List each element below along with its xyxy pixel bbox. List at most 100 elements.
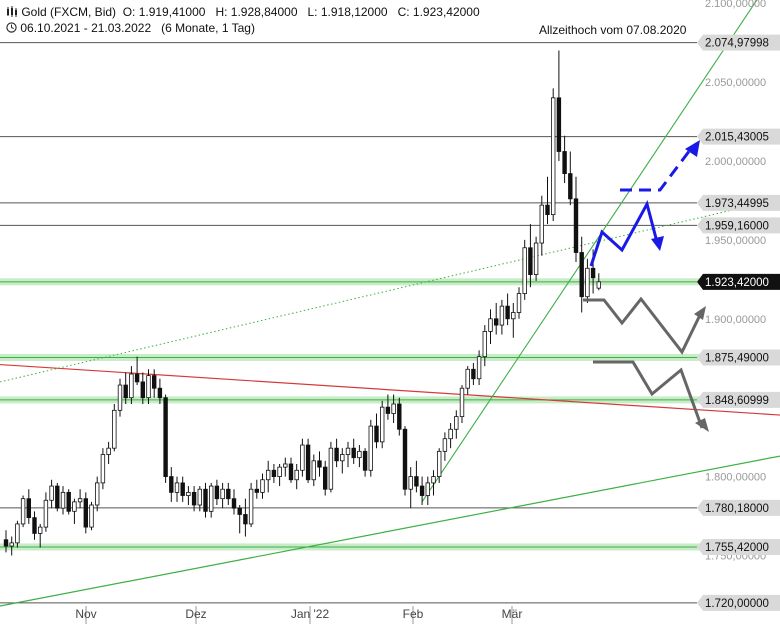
level-price-label: 1.875,49000 bbox=[705, 352, 769, 364]
y-tick-label: 1.900,00000 bbox=[705, 314, 766, 326]
candle-down bbox=[590, 267, 596, 279]
candle-down bbox=[3, 539, 9, 547]
candle-down bbox=[203, 488, 208, 512]
candle-up bbox=[368, 425, 373, 471]
candle-down bbox=[471, 368, 476, 380]
chart-period-line: 06.10.2021 - 21.03.2022 (6 Monate, 1 Tag… bbox=[6, 21, 255, 35]
candle-up bbox=[77, 498, 83, 503]
candle-up bbox=[95, 482, 100, 506]
candle-down bbox=[214, 485, 220, 500]
candle-down bbox=[140, 381, 145, 399]
instrument-title: Gold (FXCM, Bid) bbox=[21, 5, 117, 19]
candle-up bbox=[186, 491, 191, 496]
candle-up bbox=[539, 204, 544, 244]
candle-down bbox=[505, 305, 510, 320]
resistance-trendline bbox=[0, 363, 780, 416]
candle-down bbox=[288, 463, 294, 481]
candle-down bbox=[254, 488, 259, 493]
candle-down bbox=[55, 485, 60, 509]
x-tick-label: Jan '22 bbox=[291, 607, 330, 621]
level-price-box bbox=[697, 194, 780, 211]
candle-up bbox=[596, 281, 601, 289]
candle-down bbox=[562, 151, 567, 174]
candle-up bbox=[174, 482, 180, 493]
candle-down bbox=[231, 498, 237, 509]
level-price-label: 1.973,44995 bbox=[705, 198, 769, 210]
support-trendline-long bbox=[0, 455, 780, 607]
candle-up bbox=[146, 375, 151, 399]
chart-header-line: Gold (FXCM, Bid) O: 1.919,41000 H: 1.928… bbox=[6, 5, 480, 19]
level-price-box bbox=[697, 34, 780, 51]
candle-up bbox=[379, 406, 385, 443]
candle-down bbox=[322, 466, 328, 490]
candle-down bbox=[83, 498, 88, 528]
y-tick-label: 2.100,00000 bbox=[705, 0, 766, 10]
level-price-box bbox=[697, 391, 780, 408]
period-range: 06.10.2021 - 21.03.2022 (6 Monate, 1 Tag… bbox=[20, 21, 255, 35]
candle-down bbox=[573, 198, 579, 253]
candle-up bbox=[112, 409, 117, 449]
candle-down bbox=[317, 460, 322, 468]
candle-up bbox=[300, 444, 305, 471]
candle-up bbox=[448, 428, 453, 440]
candle-up bbox=[260, 479, 265, 493]
candle-up bbox=[72, 501, 77, 512]
x-tick-label: Dez bbox=[185, 607, 206, 621]
candle-up bbox=[100, 454, 106, 484]
candle-up bbox=[311, 460, 316, 481]
level-price-box bbox=[697, 538, 780, 555]
candle-up bbox=[197, 488, 202, 506]
level-price-box bbox=[697, 499, 780, 516]
candle-down bbox=[493, 318, 499, 326]
level-price-label: 2.074,97998 bbox=[705, 38, 769, 50]
level-price-label: 1.755,42000 bbox=[705, 542, 769, 554]
candle-up bbox=[49, 485, 54, 501]
candle-up bbox=[89, 504, 94, 528]
candlestick-icon bbox=[7, 6, 17, 17]
candle-down bbox=[243, 514, 248, 525]
candle-down bbox=[151, 375, 157, 389]
candle-down bbox=[374, 425, 379, 443]
gray-arrowhead-1 bbox=[694, 306, 706, 320]
candle-up bbox=[9, 542, 14, 547]
candle-up bbox=[511, 312, 516, 320]
candle-up bbox=[265, 469, 271, 481]
level-price-box bbox=[697, 217, 780, 234]
candle-up bbox=[465, 368, 470, 389]
candle-up bbox=[43, 499, 49, 528]
current-price-box bbox=[697, 273, 780, 290]
candle-up bbox=[431, 476, 436, 484]
candle-down bbox=[402, 428, 408, 490]
candle-down bbox=[528, 247, 533, 275]
level-price-label: 1.959,16000 bbox=[705, 220, 769, 232]
candle-down bbox=[180, 482, 185, 496]
candle-up bbox=[345, 447, 351, 455]
candle-down bbox=[545, 204, 550, 216]
candle-up bbox=[357, 450, 362, 459]
blue-dashed-projection bbox=[620, 149, 692, 192]
candle-up bbox=[248, 488, 254, 525]
candle-up bbox=[220, 488, 225, 500]
candle-up bbox=[533, 242, 539, 275]
candle-up bbox=[340, 454, 345, 462]
candle-down bbox=[169, 476, 174, 493]
clock-icon bbox=[6, 22, 17, 33]
candle-up bbox=[482, 331, 487, 358]
ohlc-readout: O: 1.919,41000 H: 1.928,84000 L: 1.918,1… bbox=[122, 5, 480, 19]
y-tick-label: 1.800,00000 bbox=[705, 472, 766, 484]
candle-up bbox=[459, 387, 465, 418]
y-tick-label: 2.000,00000 bbox=[705, 156, 766, 168]
y-tick-label: 2.050,00000 bbox=[705, 77, 766, 89]
candle-up bbox=[328, 447, 334, 490]
level-price-label: 1.780,18000 bbox=[705, 503, 769, 515]
level-price-box bbox=[697, 349, 780, 366]
candle-up bbox=[488, 318, 493, 332]
candle-down bbox=[226, 488, 231, 500]
candle-down bbox=[334, 447, 339, 462]
candle-down bbox=[163, 397, 168, 477]
candle-up bbox=[442, 438, 448, 452]
level-price-label: 2.015,43005 bbox=[705, 132, 769, 144]
candle-up bbox=[436, 450, 442, 477]
candle-up bbox=[117, 384, 123, 411]
